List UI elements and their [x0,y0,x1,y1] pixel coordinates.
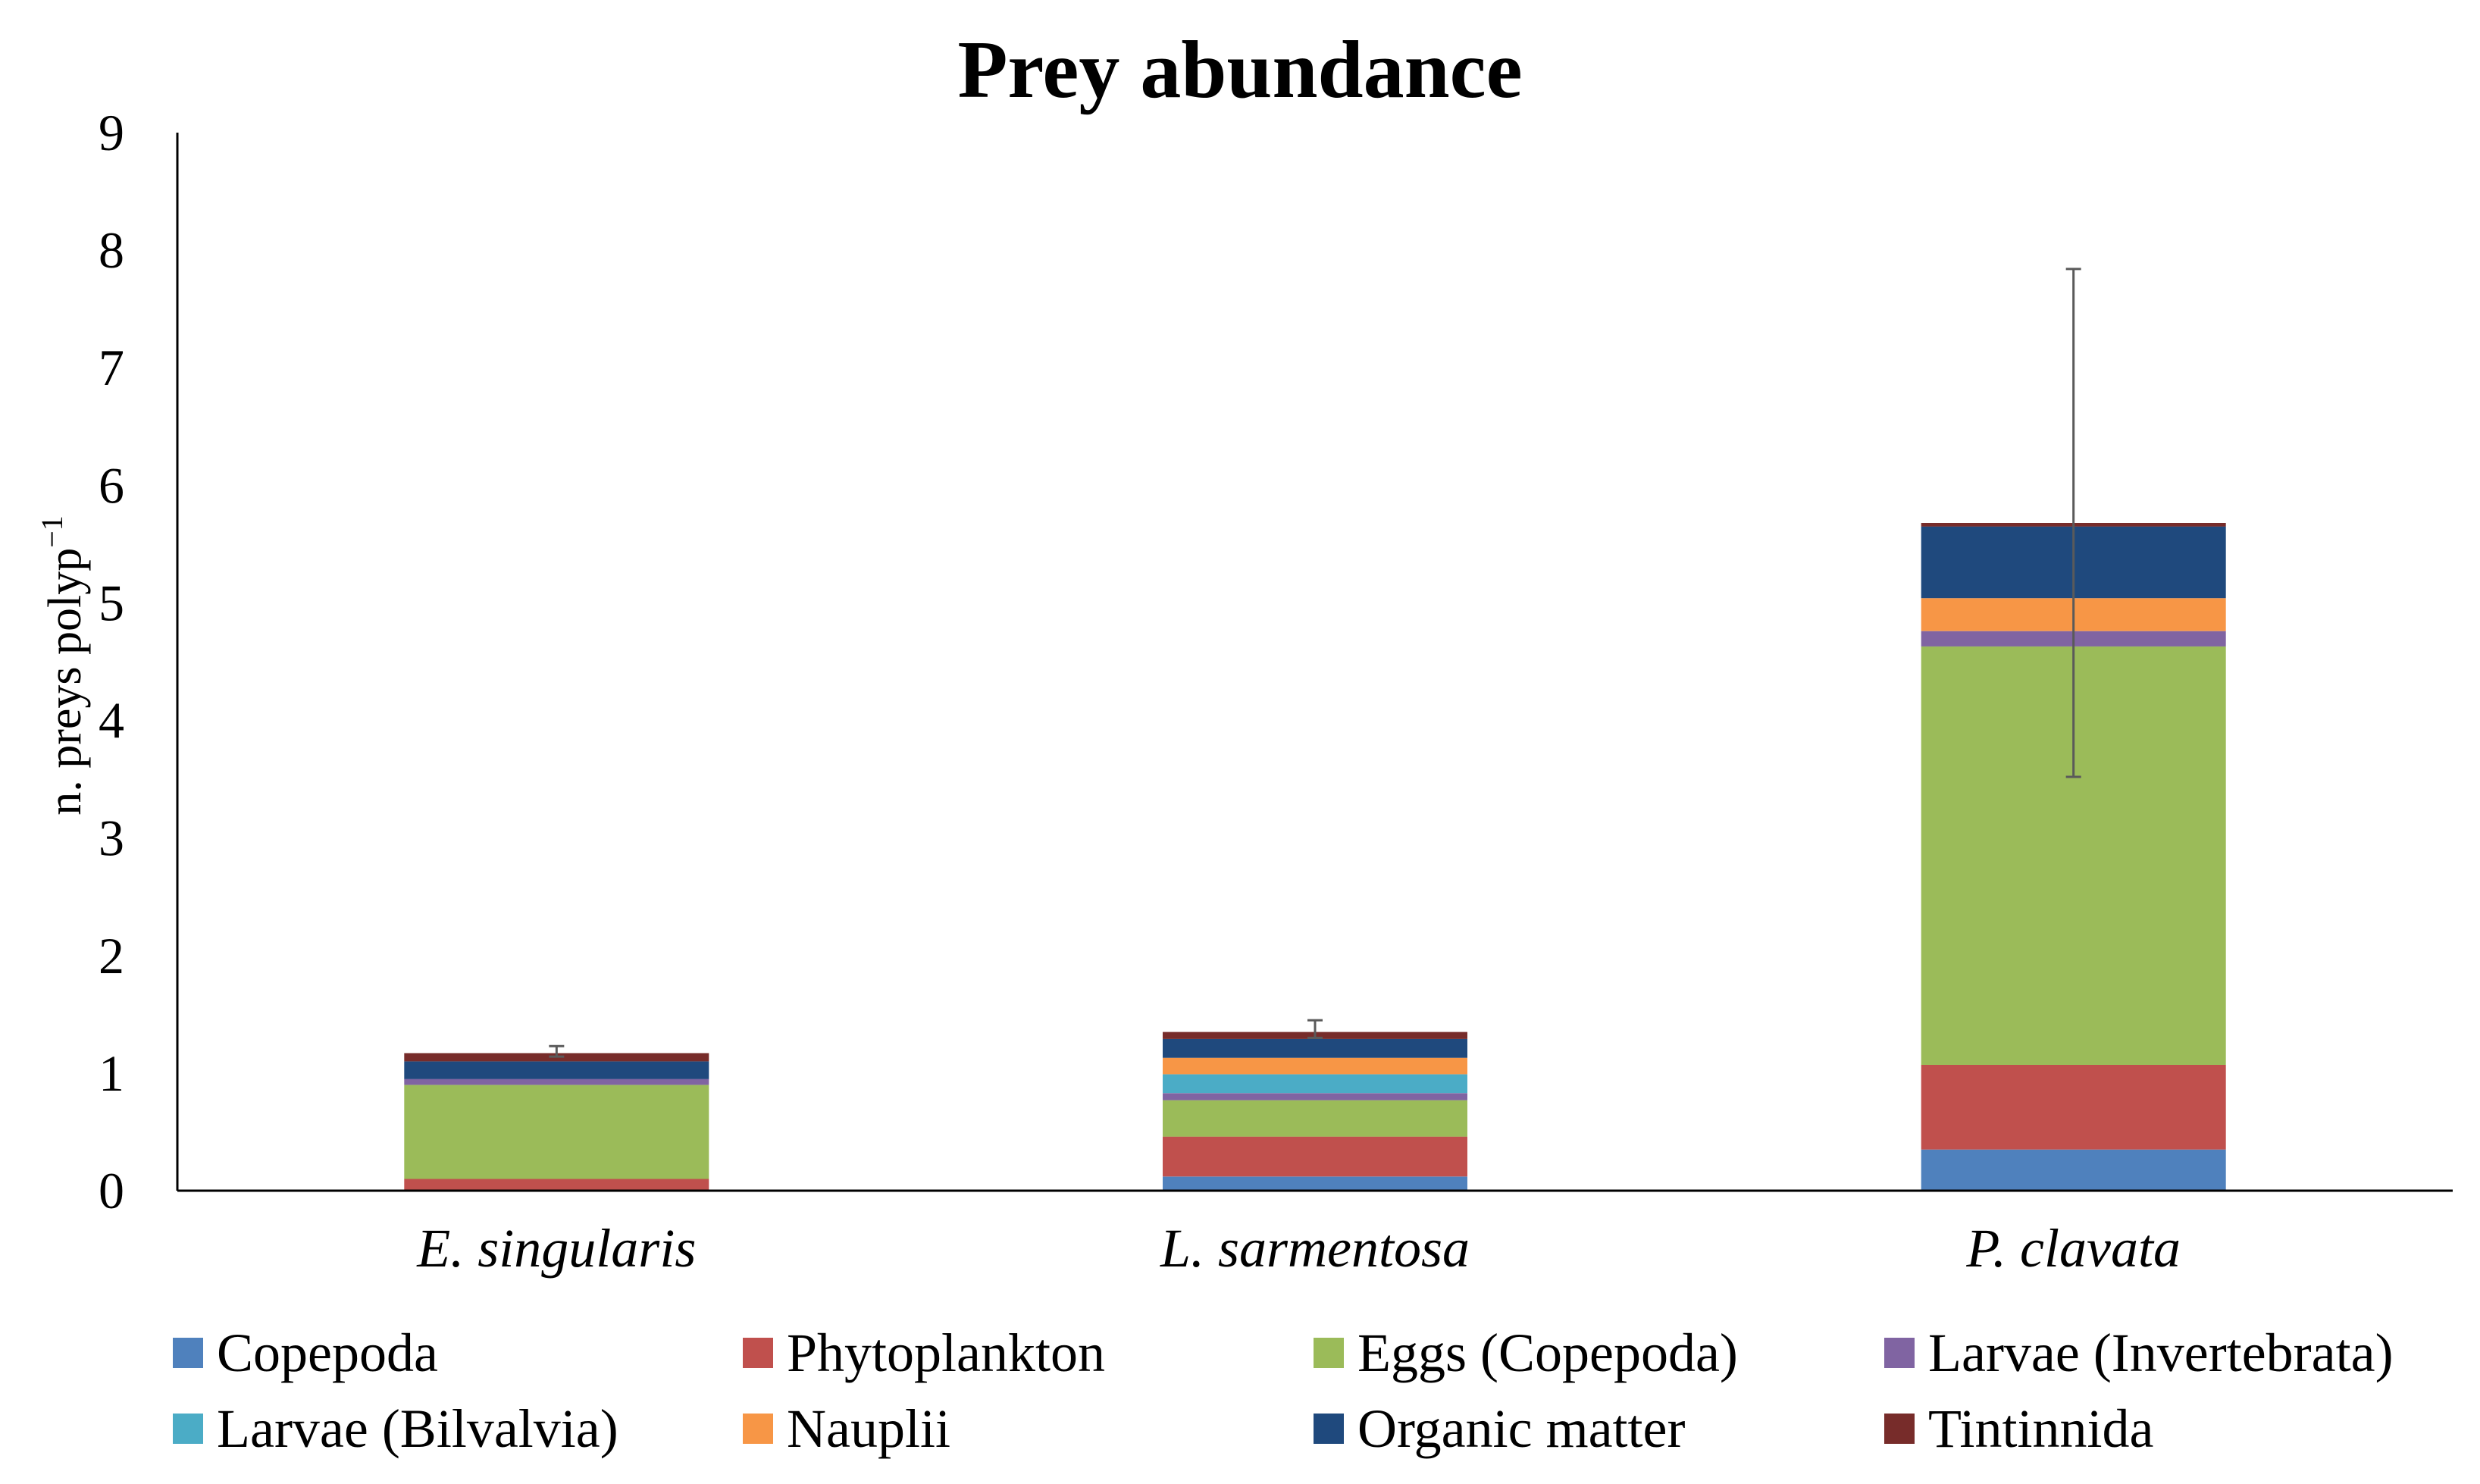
legend-label-5: Larvae (Bilvalvia) [217,1398,618,1459]
y-tick-label-4: 4 [99,692,124,750]
bar-segment-1-7 [404,1061,709,1079]
legend-label-6: Nauplii [787,1398,950,1459]
error-bars-layer [549,268,2081,1058]
legend-swatch-6 [743,1414,773,1444]
y-tick-label-2: 2 [99,927,124,985]
legend-swatch-4 [1884,1338,1915,1368]
x-category-label-3: P. clavata [1965,1218,2181,1279]
legend-item-6: Nauplii [743,1391,950,1467]
x-category-label-2: L. sarmentosa [1160,1218,1470,1279]
bar-segment-2-7 [1163,1038,1467,1058]
bar-segment-1-3 [404,1085,709,1179]
legend-swatch-5 [173,1414,203,1444]
axes-layer [176,133,2453,1192]
legend-label-1: Copepoda [217,1322,438,1383]
y-tick-label-8: 8 [99,221,124,279]
bar-segment-1-4 [404,1079,709,1085]
y-tick-label-6: 6 [99,456,124,514]
bar-segment-3-1 [1921,1149,2226,1191]
error-bar-2 [1307,1019,1323,1039]
legend-label-2: Phytoplankton [787,1322,1106,1383]
y-tick-label-0: 0 [99,1162,124,1219]
legend-item-8: Tintinnida [1884,1391,2153,1467]
legend-swatch-2 [743,1338,773,1368]
legend-swatch-3 [1314,1338,1344,1368]
legend-item-4: Larvae (Invertebrata) [1884,1315,2394,1391]
x-category-label-1: E. singularis [416,1218,696,1279]
bar-segment-2-4 [1163,1093,1467,1100]
y-tick-label-7: 7 [99,339,124,396]
legend-item-7: Organic matter [1314,1391,1686,1467]
legend-item-5: Larvae (Bilvalvia) [173,1391,618,1467]
y-axis-label-superscript: −1 [35,515,69,548]
error-bar-3 [2065,268,2081,778]
legend-item-3: Eggs (Copepoda) [1314,1315,1738,1391]
legend-item-2: Phytoplankton [743,1315,1105,1391]
legend-label-4: Larvae (Invertebrata) [1928,1322,2394,1383]
bar-segment-2-5 [1163,1074,1467,1094]
legend-label-3: Eggs (Copepoda) [1357,1322,1738,1383]
bar-segment-2-6 [1163,1057,1467,1075]
y-tick-label-9: 9 [99,104,124,161]
y-tick-label-1: 1 [99,1044,124,1102]
bar-segment-3-2 [1921,1065,2226,1150]
y-axis-label-text: n. preys polyp [39,547,91,816]
y-tick-label-3: 3 [99,809,124,867]
legend-swatch-8 [1884,1414,1915,1444]
y-ticks-layer: 0 1 2 3 4 5 6 7 8 9 [99,104,124,1219]
bar-segment-1-2 [404,1179,709,1191]
bar-segment-2-2 [1163,1136,1467,1177]
bar-segment-2-3 [1163,1100,1467,1137]
chart-title: Prey abundance [957,25,1523,115]
legend-label-7: Organic matter [1357,1398,1686,1459]
legend-item-1: Copepoda [173,1315,438,1391]
legend-swatch-1 [173,1338,203,1368]
bars-layer [404,523,2226,1191]
bar-segment-2-1 [1163,1176,1467,1191]
legend-label-8: Tintinnida [1928,1398,2154,1459]
legend: Copepoda Phytoplankton Eggs (Copepoda) Larv… [173,1315,2439,1474]
error-bar-1 [549,1044,565,1058]
legend-swatch-7 [1314,1414,1344,1444]
y-axis-label: n. preys polyp−1 [35,324,96,1007]
y-tick-label-5: 5 [99,574,124,631]
x-ticks-layer: E. singularis L. sarmentosa P. clavata [416,1218,2181,1279]
